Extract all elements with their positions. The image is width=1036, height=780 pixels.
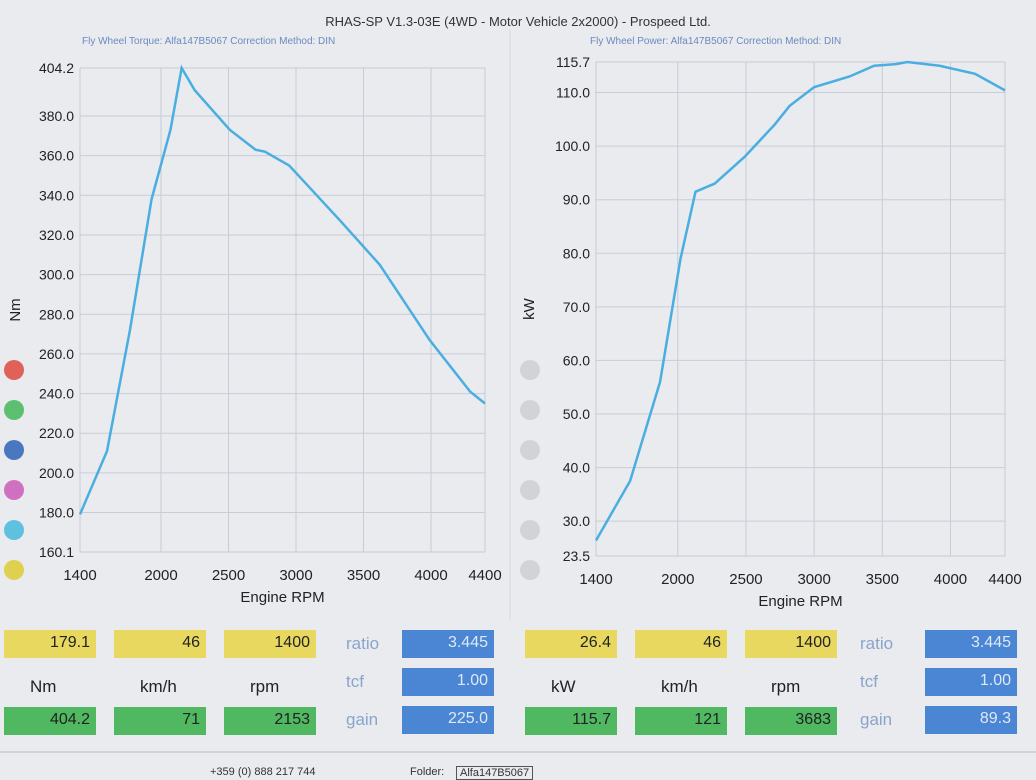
param-label: tcf: [860, 672, 878, 692]
peak-value: 3683: [745, 707, 837, 735]
y-tick-label: 30.0: [563, 513, 590, 529]
empty-series-dot: [520, 360, 540, 380]
series-line: [80, 68, 485, 514]
y-tick-label: 300.0: [39, 267, 74, 283]
y-tick-label: 110.0: [556, 85, 590, 101]
current-value: 46: [635, 630, 727, 658]
y-tick-label: 80.0: [563, 245, 590, 261]
y-tick-label: 200.0: [39, 465, 74, 481]
x-tick-label: 1400: [63, 567, 96, 584]
param-value: 89.3: [925, 706, 1017, 734]
x-tick-label: 4400: [468, 567, 501, 584]
series-color-dot: [4, 520, 24, 540]
x-tick-label: 4000: [414, 567, 447, 584]
param-value: 1.00: [402, 668, 494, 696]
y-tick-label: 280.0: [39, 306, 74, 322]
param-label: ratio: [860, 634, 893, 654]
y-tick-label: 180.0: [39, 505, 74, 521]
footer-phone: +359 (0) 888 217 744: [210, 766, 316, 778]
chart-0: 1400 2000 2500 3000 3500 4000 4400 404.2 380.0 36…: [7, 60, 502, 606]
current-value: 1400: [745, 630, 837, 658]
y-tick-label: 100.0: [555, 138, 590, 154]
x-tick-label: 1400: [579, 571, 612, 588]
current-value: 26.4: [525, 630, 617, 658]
y-tick-label: 90.0: [563, 192, 590, 208]
series-color-dot: [4, 400, 24, 420]
y-tick-label: 360.0: [39, 148, 74, 164]
peak-value: 121: [635, 707, 727, 735]
x-tick-label: 3500: [347, 567, 380, 584]
series-color-dot: [4, 360, 24, 380]
y-tick-label: 260.0: [39, 346, 74, 362]
param-value: 1.00: [925, 668, 1017, 696]
current-value: 46: [114, 630, 206, 658]
y-tick-label: 40.0: [563, 460, 590, 476]
footer-folder: Alfa147B5067: [456, 766, 533, 780]
empty-series-dot: [520, 480, 540, 500]
unit-label: rpm: [250, 677, 279, 697]
series-line: [596, 62, 1005, 540]
x-tick-label: 2500: [212, 567, 245, 584]
x-axis-label: Engine RPM: [240, 589, 324, 606]
x-tick-label: 3000: [797, 571, 830, 588]
y-tick-label: 23.5: [563, 548, 590, 564]
x-tick-label: 2000: [144, 567, 177, 584]
unit-label: km/h: [661, 677, 698, 697]
param-value: 3.445: [402, 630, 494, 658]
current-value: 1400: [224, 630, 316, 658]
x-axis-label: Engine RPM: [758, 593, 842, 610]
y-tick-label: 340.0: [39, 187, 74, 203]
param-label: gain: [860, 710, 892, 730]
x-tick-label: 2500: [729, 571, 762, 588]
y-axis-label: kW: [521, 297, 538, 320]
param-value: 3.445: [925, 630, 1017, 658]
peak-value: 2153: [224, 707, 316, 735]
peak-value: 71: [114, 707, 206, 735]
y-tick-label: 60.0: [563, 352, 590, 368]
y-tick-label: 70.0: [563, 299, 590, 315]
param-label: tcf: [346, 672, 364, 692]
x-tick-label: 3500: [866, 571, 899, 588]
chart-1: 1400 2000 2500 3000 3500 4000 4400 115.7 110.0 10…: [521, 54, 1022, 610]
y-tick-label: 115.7: [556, 54, 590, 70]
y-tick-label: 380.0: [39, 108, 74, 124]
empty-series-dot: [520, 520, 540, 540]
y-tick-label: 220.0: [39, 425, 74, 441]
footer-folder-label: Folder:: [410, 766, 444, 778]
y-tick-label: 160.1: [39, 544, 74, 560]
param-label: ratio: [346, 634, 379, 654]
x-tick-label: 2000: [661, 571, 694, 588]
param-value: 225.0: [402, 706, 494, 734]
series-color-dot: [4, 560, 24, 580]
unit-label: rpm: [771, 677, 800, 697]
unit-label: Nm: [30, 677, 56, 697]
peak-value: 115.7: [525, 707, 617, 735]
unit-label: kW: [551, 677, 576, 697]
empty-series-dot: [520, 560, 540, 580]
y-tick-label: 404.2: [39, 60, 74, 76]
unit-label: km/h: [140, 677, 177, 697]
x-tick-label: 4400: [988, 571, 1021, 588]
empty-series-dot: [520, 400, 540, 420]
peak-value: 404.2: [4, 707, 96, 735]
y-tick-label: 320.0: [39, 227, 74, 243]
series-color-dot: [4, 480, 24, 500]
y-tick-label: 50.0: [563, 406, 590, 422]
empty-series-dot: [520, 440, 540, 460]
param-label: gain: [346, 710, 378, 730]
current-value: 179.1: [4, 630, 96, 658]
y-axis-label: Nm: [7, 298, 24, 321]
x-tick-label: 4000: [934, 571, 967, 588]
x-tick-label: 3000: [279, 567, 312, 584]
y-tick-label: 240.0: [39, 386, 74, 402]
series-color-dot: [4, 440, 24, 460]
